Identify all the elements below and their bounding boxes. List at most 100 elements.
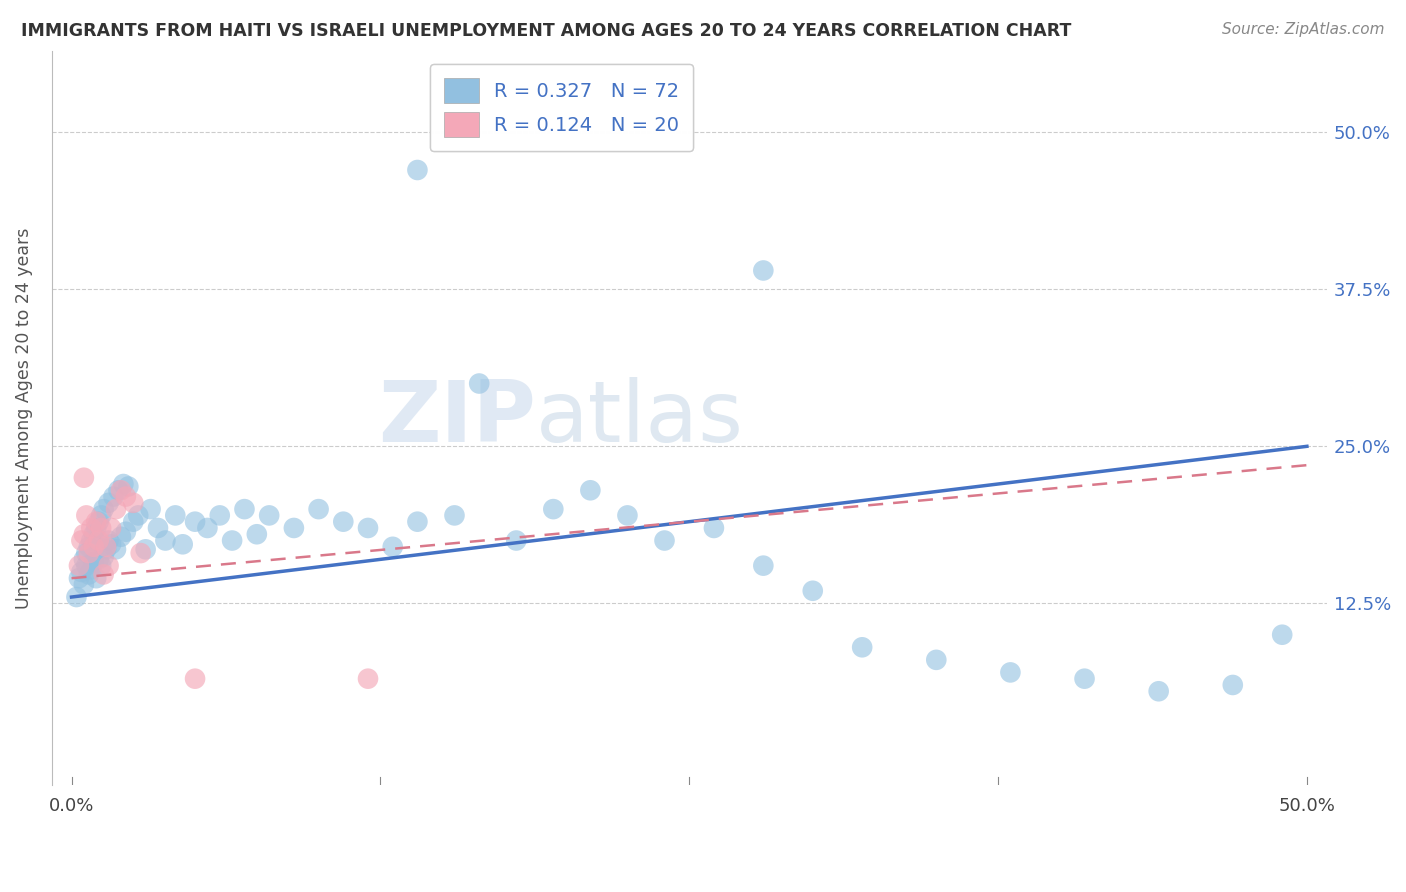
Point bbox=[67, 558, 90, 573]
Point bbox=[90, 508, 112, 523]
Point bbox=[84, 571, 107, 585]
Point bbox=[406, 163, 429, 178]
Point bbox=[77, 567, 100, 582]
Point bbox=[925, 653, 948, 667]
Point bbox=[107, 483, 129, 498]
Point bbox=[93, 567, 115, 582]
Point bbox=[505, 533, 527, 548]
Point bbox=[75, 558, 97, 573]
Point bbox=[752, 558, 775, 573]
Point bbox=[80, 562, 103, 576]
Point bbox=[87, 552, 110, 566]
Point bbox=[283, 521, 305, 535]
Point bbox=[84, 521, 107, 535]
Point bbox=[1271, 628, 1294, 642]
Point bbox=[83, 555, 105, 569]
Point bbox=[122, 496, 145, 510]
Point bbox=[752, 263, 775, 277]
Y-axis label: Unemployment Among Ages 20 to 24 years: Unemployment Among Ages 20 to 24 years bbox=[15, 227, 32, 608]
Point bbox=[654, 533, 676, 548]
Point bbox=[80, 521, 103, 535]
Point bbox=[135, 542, 157, 557]
Point bbox=[308, 502, 330, 516]
Point bbox=[357, 521, 380, 535]
Point bbox=[406, 515, 429, 529]
Point bbox=[100, 521, 122, 535]
Point bbox=[65, 590, 87, 604]
Point bbox=[184, 515, 207, 529]
Point bbox=[115, 524, 138, 539]
Point bbox=[104, 542, 127, 557]
Point bbox=[543, 502, 565, 516]
Point bbox=[90, 558, 112, 573]
Point bbox=[97, 558, 120, 573]
Point bbox=[129, 546, 152, 560]
Point bbox=[93, 502, 115, 516]
Point bbox=[75, 508, 97, 523]
Point bbox=[233, 502, 256, 516]
Point bbox=[70, 565, 93, 579]
Point bbox=[146, 521, 169, 535]
Point bbox=[80, 533, 103, 548]
Point bbox=[97, 496, 120, 510]
Point bbox=[93, 549, 115, 564]
Point bbox=[122, 515, 145, 529]
Text: atlas: atlas bbox=[536, 376, 744, 459]
Point bbox=[75, 546, 97, 560]
Text: ZIP: ZIP bbox=[378, 376, 536, 459]
Point bbox=[112, 477, 135, 491]
Point bbox=[117, 479, 139, 493]
Point bbox=[155, 533, 177, 548]
Point bbox=[87, 515, 110, 529]
Point bbox=[94, 540, 117, 554]
Point bbox=[184, 672, 207, 686]
Point bbox=[1222, 678, 1244, 692]
Point bbox=[801, 583, 824, 598]
Point bbox=[221, 533, 243, 548]
Point bbox=[73, 577, 96, 591]
Text: IMMIGRANTS FROM HAITI VS ISRAELI UNEMPLOYMENT AMONG AGES 20 TO 24 YEARS CORRELAT: IMMIGRANTS FROM HAITI VS ISRAELI UNEMPLO… bbox=[21, 22, 1071, 40]
Point bbox=[208, 508, 231, 523]
Point bbox=[257, 508, 280, 523]
Point bbox=[90, 521, 112, 535]
Point bbox=[115, 490, 138, 504]
Point bbox=[172, 537, 194, 551]
Point bbox=[127, 508, 149, 523]
Point bbox=[616, 508, 638, 523]
Point bbox=[73, 471, 96, 485]
Point bbox=[77, 540, 100, 554]
Text: Source: ZipAtlas.com: Source: ZipAtlas.com bbox=[1222, 22, 1385, 37]
Point bbox=[73, 527, 96, 541]
Point bbox=[77, 546, 100, 560]
Point bbox=[246, 527, 269, 541]
Point bbox=[443, 508, 465, 523]
Point bbox=[84, 515, 107, 529]
Point bbox=[67, 571, 90, 585]
Point bbox=[1073, 672, 1095, 686]
Point bbox=[468, 376, 491, 391]
Point bbox=[703, 521, 725, 535]
Point bbox=[332, 515, 354, 529]
Point bbox=[100, 537, 122, 551]
Point bbox=[104, 502, 127, 516]
Point bbox=[165, 508, 187, 523]
Point bbox=[83, 527, 105, 541]
Point bbox=[381, 540, 404, 554]
Point bbox=[139, 502, 162, 516]
Point bbox=[103, 490, 125, 504]
Legend: R = 0.327   N = 72, R = 0.124   N = 20: R = 0.327 N = 72, R = 0.124 N = 20 bbox=[430, 64, 693, 151]
Point bbox=[1000, 665, 1022, 680]
Point bbox=[97, 533, 120, 548]
Point bbox=[94, 542, 117, 557]
Point bbox=[197, 521, 219, 535]
Point bbox=[357, 672, 380, 686]
Point bbox=[579, 483, 602, 498]
Point bbox=[110, 530, 132, 544]
Point bbox=[70, 533, 93, 548]
Point bbox=[87, 533, 110, 548]
Point bbox=[110, 483, 132, 498]
Point bbox=[83, 540, 105, 554]
Point bbox=[73, 552, 96, 566]
Point bbox=[1147, 684, 1170, 698]
Point bbox=[851, 640, 873, 655]
